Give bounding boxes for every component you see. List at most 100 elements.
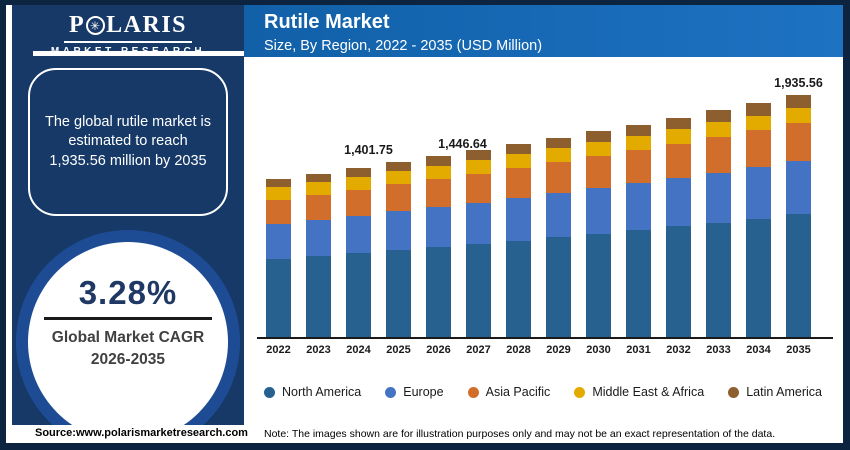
data-label-2035: 1,935.56 (774, 76, 823, 91)
legend-item-latin-america: Latin America (728, 385, 822, 399)
bar-column-2034: 2034 (746, 80, 771, 356)
bar-segment-europe-2024 (346, 215, 371, 254)
bar-segment-middle-east-africa-2026 (426, 165, 451, 180)
bar-column-2033: 2033 (706, 80, 731, 356)
bar-column-2035: 2035 1,935.56 (774, 76, 823, 356)
page-subtitle: Size, By Region, 2022 - 2035 (USD Millio… (264, 38, 543, 54)
chart-region: 2022 2023 2024 2025 1,401.75 2026 1,446.64 2027… (244, 57, 843, 425)
bar-segment-north-america-2022 (266, 258, 291, 337)
bar-segment-latin-america-2032 (666, 117, 691, 130)
bar-segment-north-america-2025 (386, 249, 411, 337)
legend-dot-europe (385, 386, 397, 398)
bar-column-2025: 2025 1,401.75 (344, 80, 411, 356)
cagr-divider-line (44, 317, 212, 320)
year-label-2023: 2023 (306, 344, 331, 356)
bar-segment-middle-east-africa-2028 (506, 154, 531, 169)
legend-item-middle-east-africa: Middle East & Africa (574, 385, 704, 399)
bar-segment-latin-america-2035 (786, 95, 811, 108)
bar-segment-middle-east-africa-2029 (546, 148, 571, 163)
bar-segment-europe-2027 (466, 202, 491, 244)
bar-column-2030: 2030 (586, 80, 611, 356)
bar-column-2028: 2028 (506, 80, 531, 356)
bar-segment-middle-east-africa-2030 (586, 142, 611, 157)
bar-segment-latin-america-2028 (506, 144, 531, 155)
legend-dot-north-america (264, 386, 275, 398)
bar-segment-north-america-2031 (626, 230, 651, 337)
legend-item-asia-pacific: Asia Pacific (467, 385, 551, 399)
year-label-2029: 2029 (546, 344, 571, 356)
year-label-2033: 2033 (706, 344, 731, 356)
bar-segment-latin-america-2033 (706, 110, 731, 123)
bar-segment-middle-east-africa-2024 (346, 177, 371, 190)
year-label-2025: 2025 (386, 344, 411, 356)
year-label-2022: 2022 (266, 344, 291, 356)
sidebar: P✳LARIS MARKET RESEARCH The global rutil… (12, 5, 244, 425)
source-text: Source:www.polarismarketresearch.com (35, 427, 248, 439)
page-title: Rutile Market (264, 11, 390, 33)
legend-dot-latin-america (728, 386, 740, 398)
cagr-circle: 3.28% Global Market CAGR 2026-2035 (28, 242, 228, 425)
legend-label-asia-pacific: Asia Pacific (485, 385, 551, 399)
bar-segment-europe-2029 (546, 193, 571, 238)
bar-segment-middle-east-africa-2022 (266, 186, 291, 200)
bar-segment-asia-pacific-2031 (626, 150, 651, 184)
cagr-label-line2: 2026-2035 (90, 351, 166, 369)
bar-segment-middle-east-africa-2033 (706, 122, 731, 138)
year-label-2034: 2034 (746, 344, 771, 356)
bar-segment-latin-america-2024 (346, 168, 371, 177)
legend-label-latin-america: Latin America (746, 385, 822, 399)
year-label-2030: 2030 (586, 344, 611, 356)
bar-segment-latin-america-2031 (626, 124, 651, 136)
bar-segment-europe-2028 (506, 198, 531, 241)
bar-segment-latin-america-2022 (266, 178, 291, 187)
cagr-label: Global Market CAGR 2026-2035 (52, 327, 204, 372)
legend-dot-middle-east-africa (574, 386, 586, 398)
bar-segment-asia-pacific-2032 (666, 143, 691, 179)
bar-segment-asia-pacific-2027 (466, 173, 491, 203)
bar-segment-latin-america-2023 (306, 173, 331, 182)
year-label-2035: 2035 (786, 344, 811, 356)
bar-segment-north-america-2024 (346, 253, 371, 337)
logo-text-prefix: P (68, 12, 86, 38)
bar-segment-middle-east-africa-2034 (746, 115, 771, 131)
bar-segment-middle-east-africa-2025 (386, 171, 411, 185)
bar-segment-latin-america-2034 (746, 102, 771, 116)
legend-item-north-america: North America (264, 385, 361, 399)
market-highlight-text: The global rutile market is estimated to… (44, 113, 211, 169)
year-label-2031: 2031 (626, 344, 651, 356)
bar-segment-asia-pacific-2033 (706, 137, 731, 173)
bar-column-2032: 2032 (666, 80, 691, 356)
bar-segment-latin-america-2025 (386, 161, 411, 171)
bar-segment-asia-pacific-2029 (546, 162, 571, 194)
cagr-label-line1: Global Market CAGR (51, 329, 205, 346)
year-label-2028: 2028 (506, 344, 531, 356)
legend-label-north-america: North America (282, 385, 362, 399)
data-label-2025: 1,401.75 (344, 142, 393, 157)
logo-divider-line (33, 51, 244, 56)
market-highlight-box: The global rutile market is estimated to… (28, 68, 228, 216)
bar-segment-asia-pacific-2024 (346, 190, 371, 216)
cagr-value: 3.28% (78, 274, 178, 311)
legend-label-middle-east-africa: Middle East & Africa (592, 385, 705, 399)
bar-segment-middle-east-africa-2035 (786, 107, 811, 123)
logo-text-suffix: LARIS (106, 12, 188, 38)
year-label-2024: 2024 (346, 344, 371, 356)
bar-column-2027: 2027 (466, 80, 491, 356)
bar-segment-north-america-2023 (306, 255, 331, 337)
header-band: Rutile Market Size, By Region, 2022 - 20… (244, 5, 843, 57)
bar-segment-asia-pacific-2023 (306, 194, 331, 220)
bar-segment-north-america-2029 (546, 237, 571, 337)
bar-segment-europe-2032 (666, 178, 691, 227)
bar-segment-asia-pacific-2034 (746, 130, 771, 168)
bar-segment-north-america-2033 (706, 222, 731, 337)
x-axis-line (257, 337, 833, 339)
chart-legend: North America Europe Asia Pacific Middle Ea… (264, 385, 822, 399)
bar-segment-europe-2023 (306, 219, 331, 256)
bar-segment-north-america-2028 (506, 240, 531, 337)
bar-segment-north-america-2027 (466, 243, 491, 337)
bar-column-2029: 2029 (546, 80, 571, 356)
bar-segment-europe-2035 (786, 161, 811, 215)
data-label-2026: 1,446.64 (438, 137, 487, 152)
bar-segment-asia-pacific-2025 (386, 184, 411, 212)
